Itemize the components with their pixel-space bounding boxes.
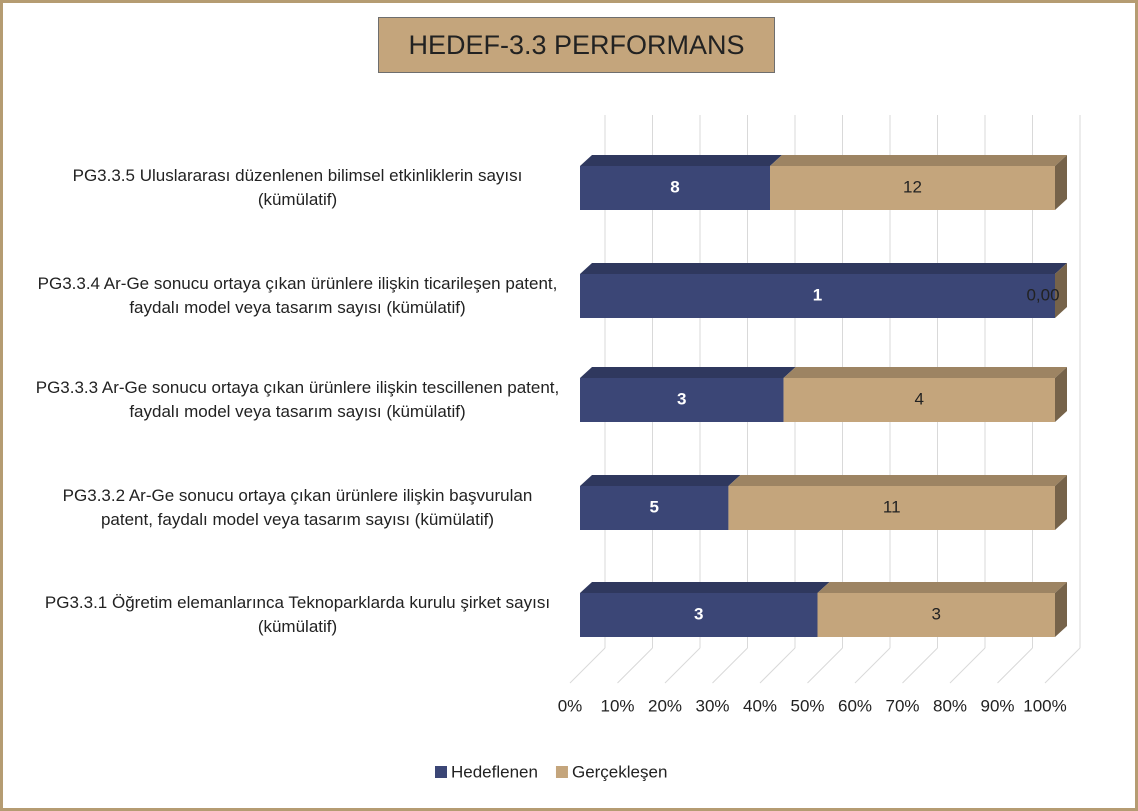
- value-label: 8: [670, 177, 679, 196]
- category-label: PG3.3.2 Ar-Ge sonucu ortaya çıkan ürünle…: [62, 486, 533, 529]
- bar-segment: [1055, 263, 1067, 318]
- bar-top-face: [728, 475, 1067, 486]
- bar-top-face: [817, 582, 1067, 593]
- bar-front-face: [580, 486, 729, 530]
- legend-swatch: [555, 766, 568, 778]
- value-label: 5: [649, 497, 658, 516]
- bar-front-face: [783, 378, 1055, 422]
- value-label: 0,00: [1026, 285, 1059, 304]
- x-tick-label: 10%: [600, 696, 634, 715]
- bar-segment: [580, 263, 1067, 318]
- bar-front-face: [580, 274, 1055, 318]
- category-label: PG3.3.5 Uluslararası düzenlenen bilimsel…: [72, 166, 523, 209]
- value-label: 3: [932, 604, 941, 623]
- x-tick-label: 100%: [1023, 696, 1066, 715]
- bar-segment: [580, 155, 782, 210]
- grid-floor-line: [1044, 647, 1081, 684]
- category-label: PG3.3.4 Ar-Ge sonucu ortaya çıkan ürünle…: [37, 274, 558, 317]
- bar-segment: [783, 367, 1067, 422]
- x-tick-label: 40%: [743, 696, 777, 715]
- bar-front-face: [580, 593, 818, 637]
- bar-top-face: [580, 582, 830, 593]
- value-label: 3: [694, 604, 703, 623]
- grid-floor-line: [569, 647, 606, 684]
- x-tick-label: 60%: [838, 696, 872, 715]
- value-label: 3: [677, 389, 686, 408]
- grid-floor-line: [664, 647, 701, 684]
- bar-front-face: [580, 378, 784, 422]
- x-tick-label: 30%: [695, 696, 729, 715]
- bar-top-face: [580, 263, 1067, 274]
- grid-floor-line: [617, 647, 653, 684]
- bar-segment: [728, 475, 1067, 530]
- category-label: PG3.3.1 Öğretim elemanlarınca Teknoparkl…: [44, 593, 551, 636]
- bar-side-face: [1055, 475, 1067, 530]
- value-label: 4: [915, 389, 924, 408]
- legend-label: Hedeflenen: [451, 762, 538, 781]
- legend-swatch: [435, 766, 447, 778]
- grid-floor-line: [949, 647, 986, 684]
- bar-top-face: [770, 155, 1067, 166]
- bar-side-face: [1055, 367, 1067, 422]
- value-label: 11: [883, 497, 901, 516]
- bar-top-face: [580, 367, 796, 378]
- bar-segment: [580, 582, 830, 637]
- grid-floor-line: [997, 647, 1033, 684]
- bar-segment: [817, 582, 1067, 637]
- grid-floor-line: [854, 647, 891, 684]
- chart-title: HEDEF-3.3 PERFORMANS: [378, 17, 775, 73]
- bar-segment: [770, 155, 1067, 210]
- bar-front-face: [817, 593, 1055, 637]
- bar-top-face: [783, 367, 1067, 378]
- bar-front-face: [770, 166, 1055, 210]
- x-tick-label: 90%: [980, 696, 1014, 715]
- value-label: 12: [903, 177, 922, 196]
- grid-floor-line: [712, 647, 748, 684]
- x-tick-label: 20%: [648, 696, 682, 715]
- bar-top-face: [580, 475, 741, 486]
- bar-side-face: [1055, 263, 1067, 318]
- bar-segment: [580, 475, 741, 530]
- bar-front-face: [728, 486, 1055, 530]
- bar-top-face: [580, 155, 782, 166]
- x-tick-label: 0%: [558, 696, 583, 715]
- x-tick-label: 70%: [885, 696, 919, 715]
- category-label: PG3.3.3 Ar-Ge sonucu ortaya çıkan ürünle…: [35, 378, 560, 421]
- bar-side-face: [1055, 155, 1067, 210]
- legend-label: Gerçekleşen: [572, 762, 667, 781]
- x-tick-label: 50%: [790, 696, 824, 715]
- grid-floor-line: [759, 647, 796, 684]
- bar-front-face: [580, 166, 770, 210]
- grid-floor-line: [807, 647, 843, 684]
- bar-segment: [580, 367, 796, 422]
- value-label: 1: [813, 285, 822, 304]
- grid-floor-line: [902, 647, 938, 684]
- x-tick-label: 80%: [933, 696, 967, 715]
- bar-side-face: [1055, 582, 1067, 637]
